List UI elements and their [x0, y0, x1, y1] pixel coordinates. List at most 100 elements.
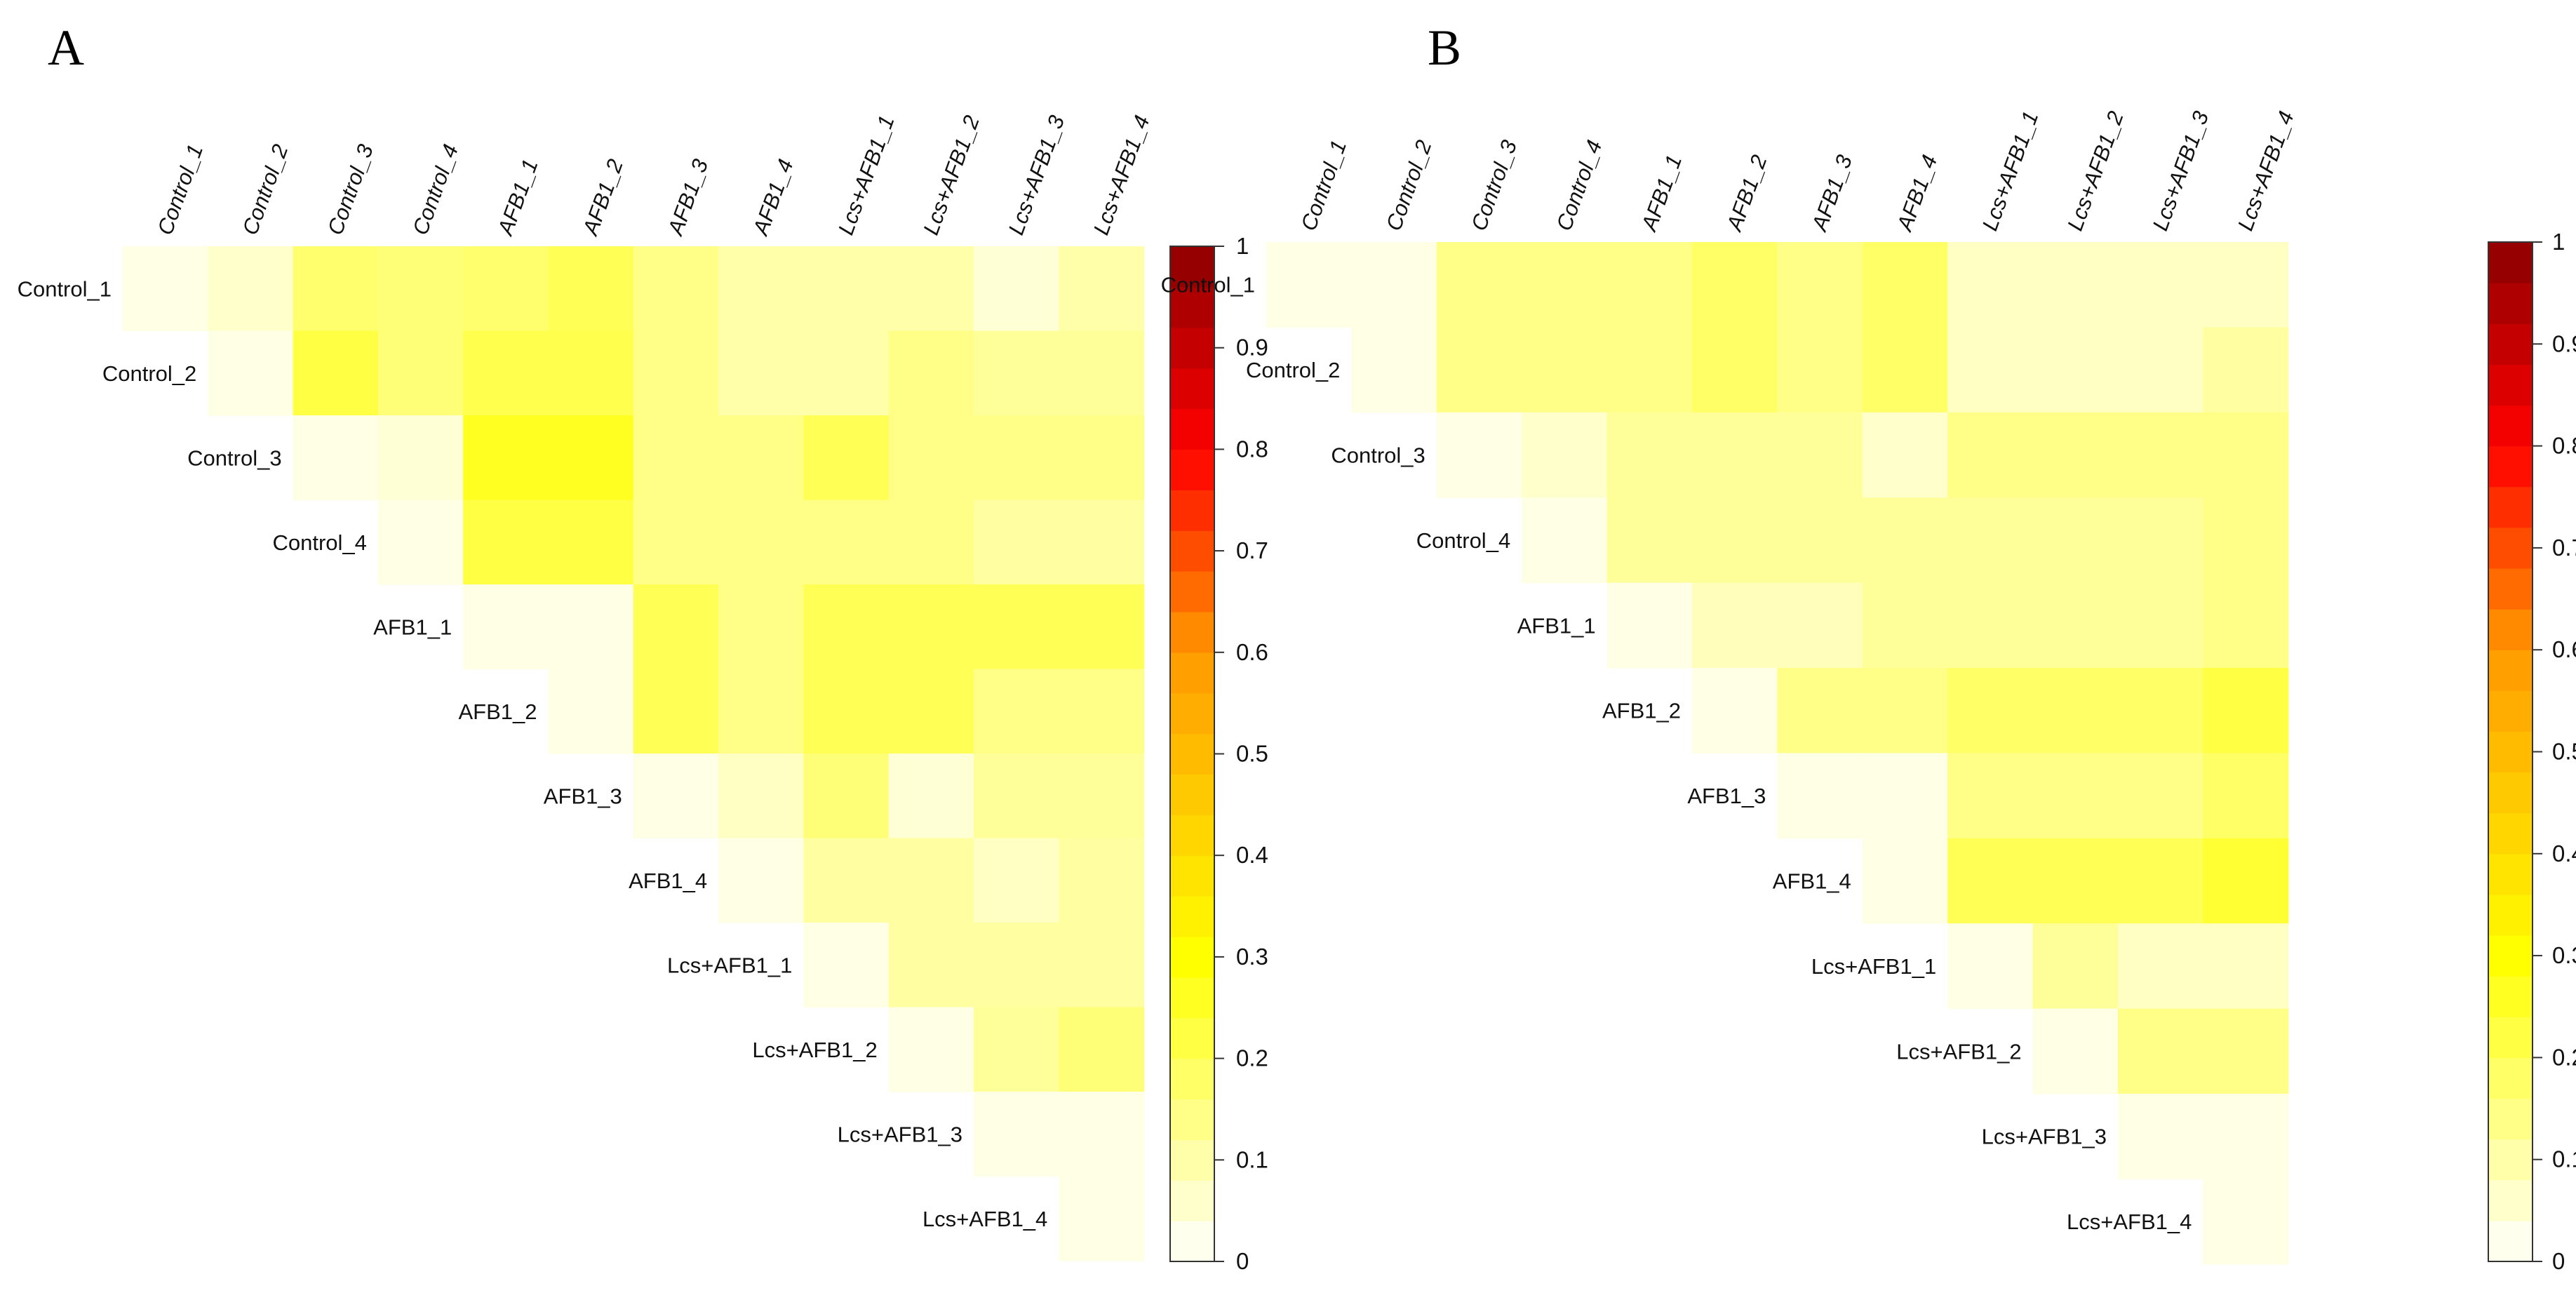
panel-b-colorbar-segment-17 — [2488, 568, 2533, 610]
panel-a-cell-r3-c7 — [633, 415, 719, 501]
panel-a-cell-r3-c4 — [377, 415, 464, 501]
panel-b-cell-r9-c12 — [2203, 923, 2289, 1010]
panel-b-colorbar-segment-25 — [2488, 242, 2533, 283]
panel-b-colorbar-segment-21 — [2488, 405, 2533, 447]
panel-b-cell-r3-c7 — [1777, 412, 1863, 498]
panel-b-cell-r3-c5 — [1606, 412, 1693, 498]
panel-b-cell-r7-c12 — [2203, 753, 2289, 839]
panel-b-letter: B — [1428, 20, 1461, 76]
panel-a-colorbar-segment-12 — [1170, 774, 1214, 815]
panel-a-cell-r4-c12 — [1059, 500, 1145, 585]
panel-a-cell-r1-c11 — [974, 246, 1059, 332]
panel-b-cell-r5-c6 — [1692, 582, 1778, 669]
panel-b-cell-r4-c7 — [1777, 497, 1863, 584]
panel-b-cell-r3-c6 — [1692, 412, 1778, 498]
panel-b-row-label-2: Control_2 — [1246, 358, 1340, 382]
panel-b-cell-r1-c8 — [1862, 242, 1948, 328]
panel-b-colorbar-segment-11 — [2488, 812, 2533, 855]
panel-a-cell-r3-c8 — [718, 415, 804, 501]
panel-b-cell-r2-c2 — [1351, 327, 1437, 413]
panel-b-cell-r3-c4 — [1522, 412, 1608, 498]
panel-b-row-label-1: Control_1 — [1161, 273, 1255, 297]
panel-b-colorbar-segment-4 — [2488, 1098, 2533, 1140]
panel-a-cell-r7-c9 — [803, 753, 890, 839]
panel-a-cell-r1-c4 — [377, 246, 464, 332]
panel-a-cell-r9-c10 — [888, 923, 974, 1008]
panel-a-cell-r8-c10 — [888, 838, 974, 923]
panel-a-col-label-8: AFB1_4 — [748, 156, 798, 239]
panel-b-row-label-6: AFB1_2 — [1602, 699, 1681, 723]
panel-a-colorbar-segment-8 — [1170, 937, 1214, 978]
panel-b-cell-r3-c11 — [2118, 412, 2203, 498]
panel-a-row-label-4: Control_4 — [272, 530, 366, 555]
panel-a-colorbar-tick-label-7: 0.6 — [1236, 639, 1268, 665]
panel-a-row-label-8: AFB1_4 — [629, 869, 707, 893]
panel-a-colorbar-segment-25 — [1170, 246, 1214, 288]
panel-a-row-label-10: Lcs+AFB1_2 — [752, 1038, 877, 1062]
panel-b-cell-r2-c10 — [2032, 327, 2119, 413]
panel-a-cell-r2-c7 — [633, 330, 719, 416]
panel-a-cell-r9-c11 — [974, 923, 1059, 1008]
panel-b-cell-r7-c11 — [2118, 753, 2203, 839]
panel-b-cell-r12-c12 — [2203, 1179, 2289, 1265]
panel-b-cell-r6-c12 — [2203, 668, 2289, 753]
panel-b-col-label-7: AFB1_3 — [1806, 152, 1857, 235]
panel-a-cell-r4-c7 — [633, 500, 719, 585]
panel-a-col-label-7: AFB1_3 — [662, 156, 713, 239]
panel-a-colorbar-segment-14 — [1170, 692, 1214, 735]
panel-a-cell-r2-c10 — [888, 330, 974, 416]
panel-b-cell-r1-c3 — [1436, 242, 1522, 328]
panel-a-cell-r1-c10 — [888, 246, 974, 332]
panel-b-cell-r5-c10 — [2032, 582, 2119, 669]
panel-a-cell-r2-c12 — [1059, 330, 1145, 416]
panel-a-cell-r6-c9 — [803, 669, 890, 754]
panel-a-row-label-6: AFB1_2 — [458, 699, 537, 724]
panel-b-row-label-9: Lcs+AFB1_1 — [1811, 954, 1936, 979]
panel-a-colorbar-tick-label-4: 0.3 — [1236, 944, 1268, 970]
panel-a-cell-r7-c12 — [1059, 753, 1145, 839]
panel-a-cell-r3-c9 — [803, 415, 890, 501]
panel-b-colorbar-tick-label-7: 0.6 — [2552, 636, 2576, 662]
panel-a-cell-r2-c9 — [803, 330, 890, 416]
panel-b-colorbar-tick-label-6: 0.5 — [2552, 739, 2576, 765]
panel-a-cell-r2-c11 — [974, 330, 1059, 416]
panel-a-cell-r7-c11 — [974, 753, 1059, 839]
panel-b-col-label-1: Control_1 — [1296, 137, 1351, 234]
panel-a-cell-r1-c8 — [718, 246, 804, 332]
panel-b-cell-r2-c9 — [1947, 327, 2034, 413]
panel-b-colorbar-segment-19 — [2488, 486, 2533, 528]
panel-b-cell-r1-c1 — [1266, 242, 1352, 328]
panel-a-cell-r1-c7 — [633, 246, 719, 332]
panel-a-colorbar-segment-22 — [1170, 368, 1214, 410]
panel-a-cell-r2-c3 — [293, 330, 379, 416]
panel-a-cell-r10-c10 — [888, 1007, 974, 1092]
panel-b-colorbar-tick-label-2: 0.1 — [2552, 1146, 2576, 1172]
panel-a-cell-r6-c6 — [548, 669, 634, 754]
panel-a-cell-r5-c9 — [803, 584, 890, 670]
panel-b-cell-r6-c9 — [1947, 668, 2034, 753]
panel-b-cell-r1-c2 — [1351, 242, 1437, 328]
panel-b-colorbar-tick-label-1: 0 — [2552, 1248, 2565, 1274]
panel-b-cell-r5-c9 — [1947, 582, 2034, 669]
panel-a-colorbar-tick-label-11: 1 — [1236, 233, 1249, 259]
panel-a-cell-r1-c6 — [548, 246, 634, 332]
panel-b-cell-r5-c12 — [2203, 582, 2289, 669]
panel-b-cell-r6-c8 — [1862, 668, 1948, 753]
panel-a-row-label-5: AFB1_1 — [373, 615, 452, 639]
panel-a-cell-r3-c3 — [293, 415, 379, 501]
panel-b-cell-r1-c7 — [1777, 242, 1863, 328]
panel-a-row-label-3: Control_3 — [187, 445, 281, 470]
panel-b-cell-r2-c6 — [1692, 327, 1778, 413]
panel-b-colorbar-segment-12 — [2488, 772, 2533, 814]
panel-b-cell-r4-c5 — [1606, 497, 1693, 584]
panel-b-colorbar-segment-16 — [2488, 609, 2533, 650]
panel-b-colorbar-segment-8 — [2488, 935, 2533, 977]
panel-b-cell-r6-c11 — [2118, 668, 2203, 753]
panel-b-cell-r9-c9 — [1947, 923, 2034, 1010]
panel-b-cell-r2-c4 — [1522, 327, 1608, 413]
panel-a-row-label-11: Lcs+AFB1_3 — [838, 1122, 962, 1146]
panel-b-cell-r4-c11 — [2118, 497, 2203, 584]
panel-b-cell-r6-c6 — [1692, 668, 1778, 753]
panel-a-cell-r4-c6 — [548, 500, 634, 585]
panel-a-cell-r5-c12 — [1059, 584, 1145, 670]
